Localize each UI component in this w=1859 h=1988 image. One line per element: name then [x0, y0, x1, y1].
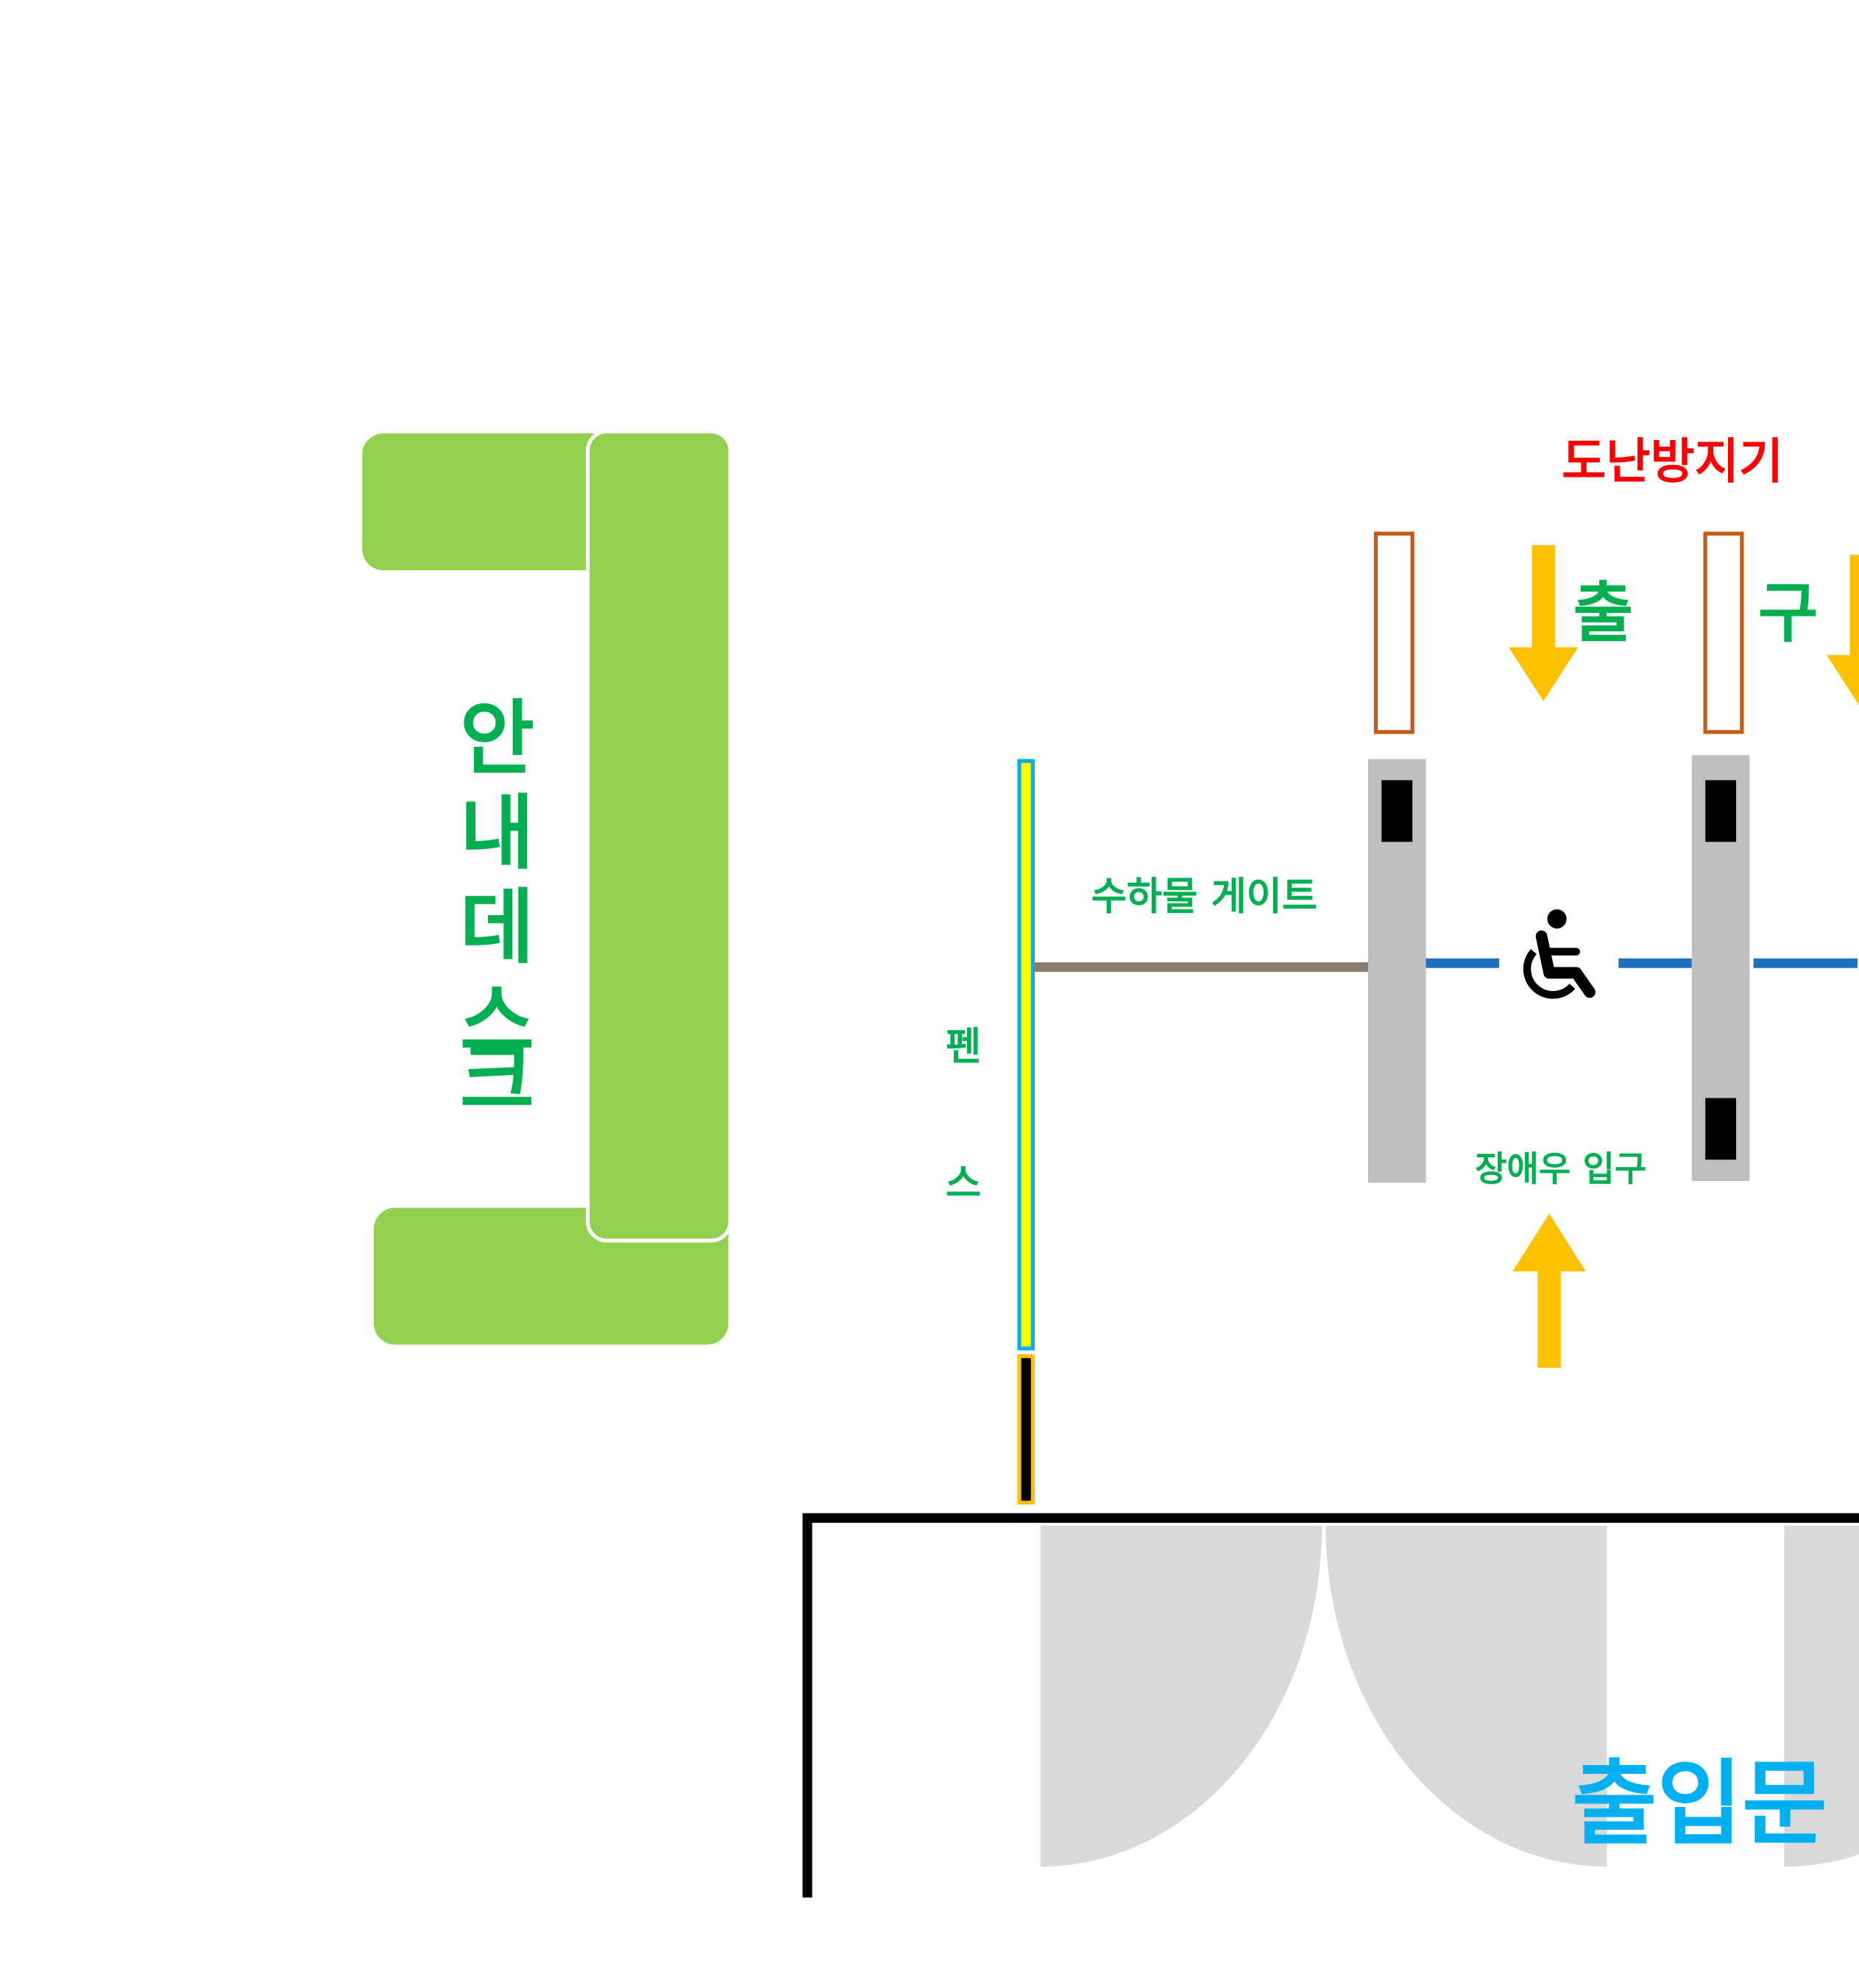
- exit-label-2: 구: [1758, 575, 1819, 651]
- antitheft-sensor: [1373, 531, 1414, 734]
- gate-posts: [1367, 755, 1750, 1183]
- lane-line: [1426, 958, 1858, 968]
- door-leaf: [1040, 1525, 1322, 1867]
- fence-left: [1017, 759, 1035, 1351]
- antitheft-sensor: [1703, 531, 1744, 734]
- info-desk-body: [585, 429, 732, 1243]
- gate-sensor: [1705, 1098, 1737, 1160]
- info-desk-char: 데: [460, 881, 534, 975]
- wheelchair-icon: [1523, 909, 1596, 999]
- info-desk-label: 안 내 데 스 크: [460, 692, 534, 1126]
- accessible-entrance-label: 장애우 입구: [1475, 1149, 1646, 1190]
- main-door-label: 출입문: [1572, 1750, 1827, 1858]
- fence-left-post: [1017, 1354, 1035, 1505]
- info-desk-char: 안: [460, 692, 534, 786]
- arrow-down-icon: [1509, 544, 1579, 702]
- fence-left-label-1: 펜: [946, 1024, 981, 1069]
- info-desk-char: 스: [460, 975, 534, 1069]
- gate-sensor: [1381, 780, 1413, 842]
- fence-left-label-2: 스: [946, 1161, 981, 1206]
- door-leaf: [1325, 1525, 1607, 1867]
- arrow-up-icon: [1512, 1213, 1586, 1368]
- arrow-down-icon: [1827, 555, 1859, 706]
- exit-label-1: 출: [1573, 575, 1633, 651]
- antitheft-label: 도난방지기: [1562, 433, 1783, 489]
- info-desk-char: 크: [460, 1033, 534, 1127]
- cargo-gate-label: 수하물 게이트: [1091, 874, 1317, 919]
- info-desk-char: 내: [460, 786, 534, 880]
- gate-sensor: [1705, 780, 1737, 842]
- info-desk: [358, 429, 732, 1349]
